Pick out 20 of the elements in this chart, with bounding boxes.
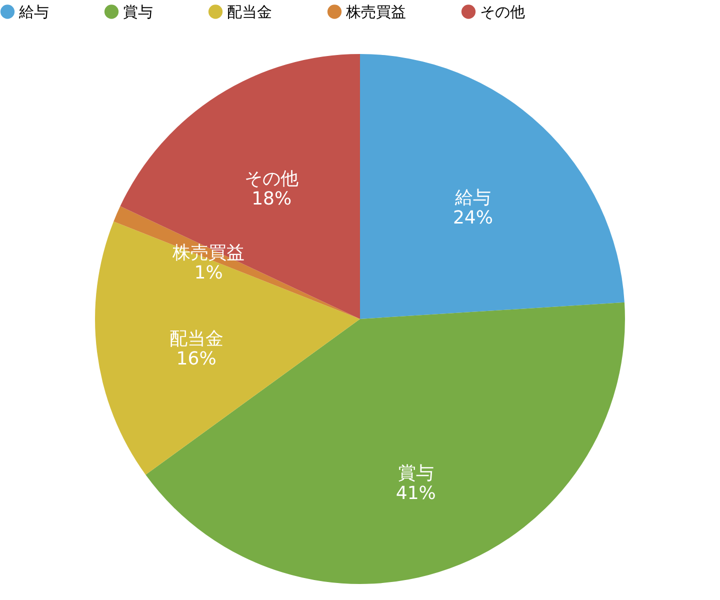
legend-label: 賞与 (123, 2, 153, 21)
legend-label: 給与 (18, 2, 49, 21)
data-label: 18% (252, 188, 292, 210)
pie-slice (146, 302, 624, 584)
data-label: 16% (176, 348, 216, 370)
data-label: 24% (452, 208, 493, 229)
slice-label: 賞与 (398, 463, 434, 484)
legend-label: 株売買益 (345, 2, 406, 21)
data-label: 41% (396, 483, 436, 504)
legend-label: その他 (480, 2, 525, 21)
pie-slice (360, 54, 624, 319)
slice-label: その他 (244, 168, 299, 190)
pie-slice (95, 221, 360, 475)
pie-slice (120, 54, 360, 319)
slice-label: 給与 (454, 188, 491, 209)
slice-label: 配当金 (169, 328, 224, 350)
slice-label: 株売買益 (172, 242, 245, 264)
pie-slice (114, 206, 360, 319)
data-label: 1% (194, 262, 223, 284)
legend-label: 配当金 (227, 2, 272, 21)
